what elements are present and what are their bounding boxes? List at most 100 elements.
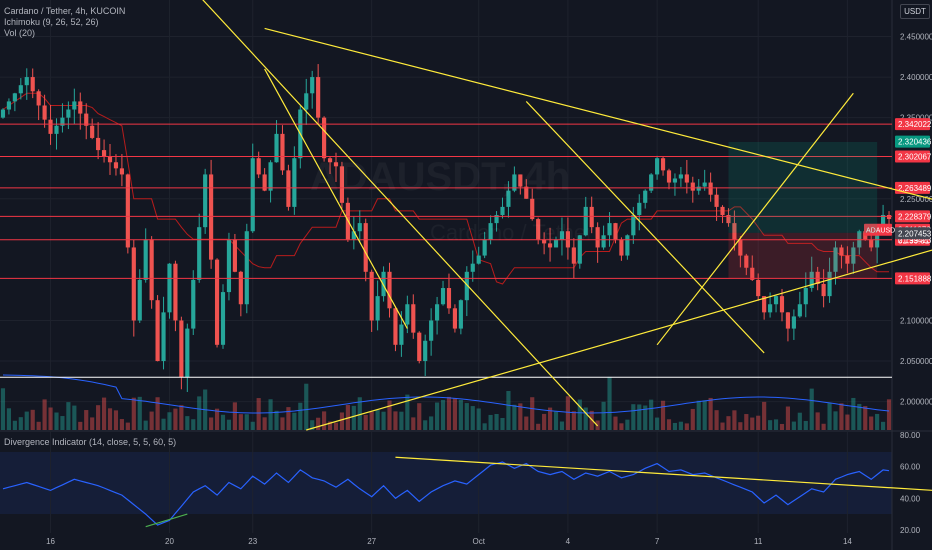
chart-legend: Cardano / Tether, 4h, KUCOIN Ichimoku (9… — [4, 6, 125, 39]
candle-body — [886, 215, 892, 220]
candle-body — [214, 259, 220, 345]
volume-bar — [458, 399, 463, 430]
volume-bar — [565, 396, 570, 430]
volume-bar — [536, 423, 541, 430]
candle-body — [714, 194, 719, 207]
volume-bar — [702, 400, 707, 430]
price-tick-label: 2.400000 — [900, 73, 932, 82]
candle-body — [440, 288, 446, 305]
candle-body — [304, 93, 309, 110]
volume-bar — [72, 405, 77, 430]
volume-bar — [672, 422, 678, 430]
candle-body — [845, 255, 850, 264]
volume-bar — [797, 412, 802, 430]
volume-bar — [78, 421, 83, 430]
volume-bar — [333, 422, 339, 430]
volume-bar — [357, 397, 362, 430]
candle-body — [238, 271, 243, 305]
volume-bar — [547, 407, 553, 430]
price-level-tag — [895, 118, 930, 131]
candle-body — [750, 267, 755, 280]
legend-symbol[interactable]: Cardano / Tether, 4h, KUCOIN — [4, 6, 126, 16]
volume-bar — [750, 417, 755, 430]
candle-body — [107, 156, 113, 163]
volume-bar — [649, 399, 654, 430]
volume-bar — [726, 416, 731, 430]
candle-body — [547, 243, 553, 248]
candle-body — [143, 239, 148, 280]
volume-bar — [684, 423, 689, 430]
candle-body — [429, 320, 434, 341]
candle-body — [744, 255, 749, 268]
volume-bar — [690, 408, 695, 430]
x-tick-label: 16 — [46, 537, 55, 546]
volume-bar — [298, 402, 303, 430]
candle-body — [161, 312, 166, 362]
candle-body — [536, 219, 541, 240]
oscillator-band — [0, 452, 892, 514]
price-tick-label: 2.100000 — [900, 316, 932, 325]
volume-bar — [744, 414, 749, 430]
volume-bar — [131, 397, 136, 430]
candle-body — [601, 235, 606, 248]
price-level-label: 2.263489 — [898, 184, 932, 193]
candle-body — [411, 304, 416, 333]
candle-body — [476, 255, 481, 264]
candle-body — [167, 263, 172, 313]
volume-bar — [429, 416, 434, 430]
candle-body — [434, 304, 440, 321]
volume-bar — [756, 415, 761, 430]
candle-body — [571, 247, 576, 264]
volume-bar — [714, 410, 719, 430]
volume-bar — [179, 405, 184, 430]
candle-body — [36, 91, 41, 106]
candle-body — [327, 158, 333, 163]
candle-body — [274, 133, 279, 163]
volume-bar — [434, 402, 440, 430]
volume-bar — [655, 417, 660, 430]
legend-ichimoku[interactable]: Ichimoku (9, 26, 52, 26) — [4, 17, 99, 27]
volume-bar — [54, 412, 59, 430]
candle-body — [672, 178, 678, 183]
legend-volume[interactable]: Vol (20) — [4, 28, 36, 38]
volume-bar — [869, 416, 874, 430]
candle-body — [613, 223, 618, 240]
oscillator-legend[interactable]: Divergence Indicator (14, close, 5, 5, 6… — [4, 437, 177, 447]
volume-bar — [411, 417, 416, 430]
volume-bar — [845, 414, 850, 430]
trendline — [525, 101, 765, 354]
volume-bar — [209, 417, 214, 430]
candle-body — [553, 239, 559, 248]
volume-bar — [387, 400, 392, 430]
volume-bar — [399, 411, 404, 430]
candle-body — [619, 239, 624, 256]
candle-body — [702, 182, 707, 187]
ichimoku-kijun-line — [2, 92, 889, 285]
candle-body — [631, 215, 636, 236]
candle-body — [542, 239, 547, 244]
candle-body — [803, 288, 808, 305]
volume-bar — [268, 399, 273, 430]
volume-bar — [488, 414, 493, 430]
candle-body — [60, 117, 65, 126]
candle-body — [423, 340, 428, 362]
candle-body — [768, 304, 773, 313]
volume-bar — [18, 417, 23, 430]
price-tick-label: 2.000000 — [900, 398, 932, 407]
volume-bar — [886, 399, 892, 430]
oscillator-line — [2, 461, 890, 526]
volume-bar — [773, 419, 779, 430]
candle-body — [405, 304, 410, 325]
volume-bar — [60, 416, 65, 430]
x-tick-label: 27 — [367, 537, 376, 546]
candle-body — [506, 190, 511, 207]
countdown-label: 01:33:31 — [898, 237, 930, 246]
oscillator-tick-label: 60.00 — [900, 463, 921, 472]
candle-body — [530, 198, 535, 220]
volume-bar — [197, 396, 202, 430]
currency-badge[interactable]: USDT — [900, 4, 930, 19]
volume-bar — [619, 423, 624, 430]
candle-body — [833, 247, 838, 272]
price-level-label: 2.342022 — [898, 120, 932, 129]
